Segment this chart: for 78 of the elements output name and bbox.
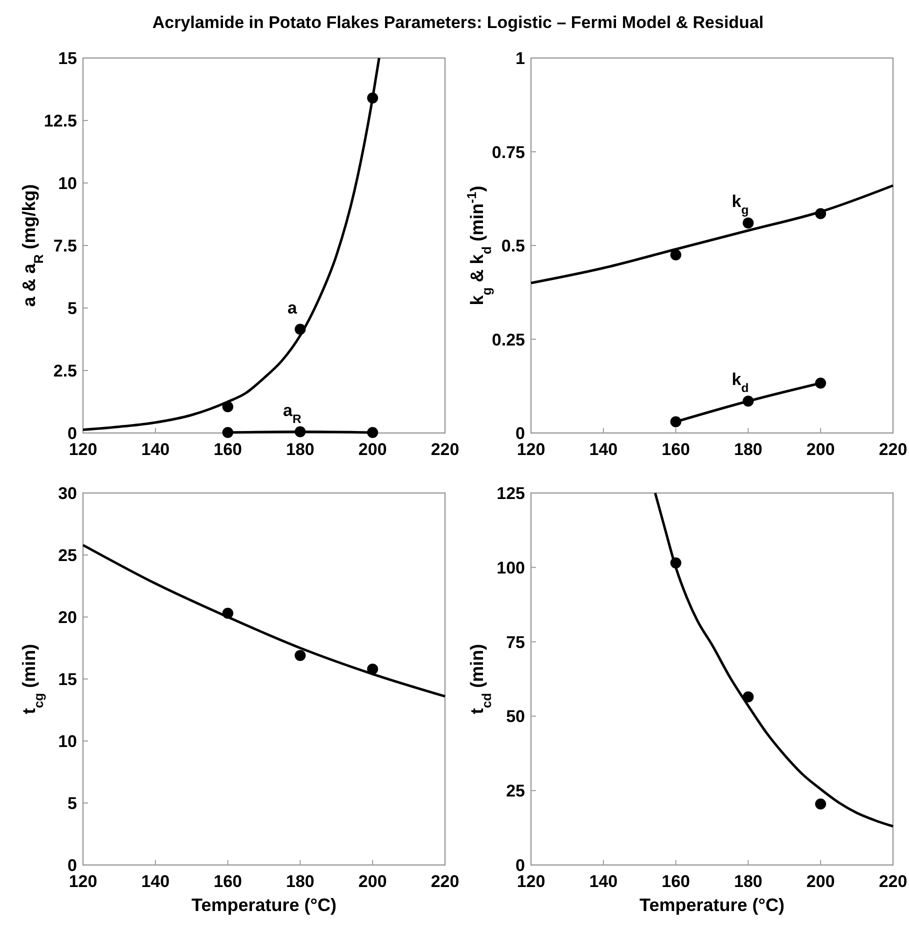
x-tick-label: 220 (878, 872, 908, 891)
series-label: k$_{d}$ (732, 370, 749, 396)
x-tick-label: 200 (806, 872, 835, 891)
y-tick-label: 0 (68, 856, 77, 875)
point (294, 324, 306, 335)
point (670, 557, 682, 568)
line-series (530, 184, 894, 284)
x-tick-label: 180 (286, 440, 314, 459)
point (294, 650, 306, 661)
y-tick-label: 2.5 (53, 362, 77, 380)
point (367, 92, 378, 104)
y-tick-label: 25 (58, 546, 77, 565)
x-tick-label: 140 (141, 872, 170, 891)
x-tick-label: 160 (662, 872, 690, 891)
point (670, 249, 682, 260)
x-tick-label: 120 (68, 440, 98, 459)
point (670, 416, 682, 428)
series-label: a$_{R}$ (283, 400, 302, 426)
point (815, 208, 826, 220)
y-tick-label: 100 (496, 558, 525, 578)
x-tick-label: 220 (878, 440, 908, 459)
point (222, 427, 234, 438)
point (294, 426, 306, 438)
point (742, 396, 754, 407)
y-tick-label: 12.5 (44, 112, 77, 130)
y-tick-label: 0 (68, 424, 77, 443)
y-tick-label: 15 (58, 49, 77, 68)
point (222, 401, 234, 412)
x-axis-title: Temperature (°C) (192, 895, 336, 915)
x-tick-label: 160 (214, 872, 242, 891)
y-tick-label: 30 (58, 484, 77, 503)
point (815, 378, 826, 389)
y-tick-label: 0.75 (492, 142, 525, 162)
point (367, 664, 378, 675)
y-tick-label: 7.5 (53, 236, 77, 256)
y-tick-label: 0 (516, 856, 525, 875)
y-tick-label: 20 (58, 608, 77, 627)
x-tick-label: 220 (430, 872, 460, 891)
y-tick-label: 0.25 (492, 330, 525, 350)
point (742, 691, 754, 702)
y-tick-label: 0.5 (501, 236, 525, 256)
y-tick-label: 5 (68, 299, 77, 318)
point (815, 798, 826, 810)
x-tick-label: 180 (286, 872, 314, 891)
point (742, 218, 754, 228)
y-tick-label: 125 (496, 484, 525, 503)
x-tick-label: 140 (589, 872, 618, 891)
line-series (82, 544, 446, 698)
y-tick-label: 1 (516, 49, 525, 68)
point (367, 427, 378, 438)
x-tick-label: 220 (430, 440, 460, 459)
x-tick-label: 120 (516, 872, 546, 891)
x-tick-label: 120 (68, 872, 98, 891)
y-tick-label: 75 (506, 632, 525, 652)
x-tick-label: 140 (141, 440, 170, 459)
series-label: k$_{g}$ (732, 192, 749, 217)
x-tick-label: 200 (806, 440, 835, 459)
series-label: a (287, 298, 298, 318)
x-tick-label: 160 (662, 440, 690, 459)
x-tick-label: 200 (358, 440, 387, 459)
line-series (654, 492, 894, 828)
y-tick-label: 15 (58, 670, 77, 689)
y-tick-label: 10 (58, 732, 77, 751)
x-axis-title: Temperature (°C) (640, 895, 784, 915)
y-tick-label: 10 (58, 174, 77, 193)
y-tick-label: 50 (506, 707, 525, 726)
y-tick-label: 0 (516, 424, 525, 443)
x-tick-label: 160 (214, 440, 242, 459)
line-series (82, 56, 380, 431)
x-tick-label: 120 (516, 440, 546, 459)
chart-title: Acrylamide in Potato Flakes Parameters: Logistic – Fermi Model & Residual (152, 13, 764, 32)
x-tick-label: 140 (589, 440, 618, 459)
y-tick-label: 25 (506, 782, 525, 801)
x-tick-label: 180 (734, 440, 762, 459)
x-tick-label: 200 (358, 872, 387, 891)
x-tick-label: 180 (734, 872, 762, 891)
point (222, 608, 234, 619)
y-tick-label: 5 (68, 794, 77, 813)
